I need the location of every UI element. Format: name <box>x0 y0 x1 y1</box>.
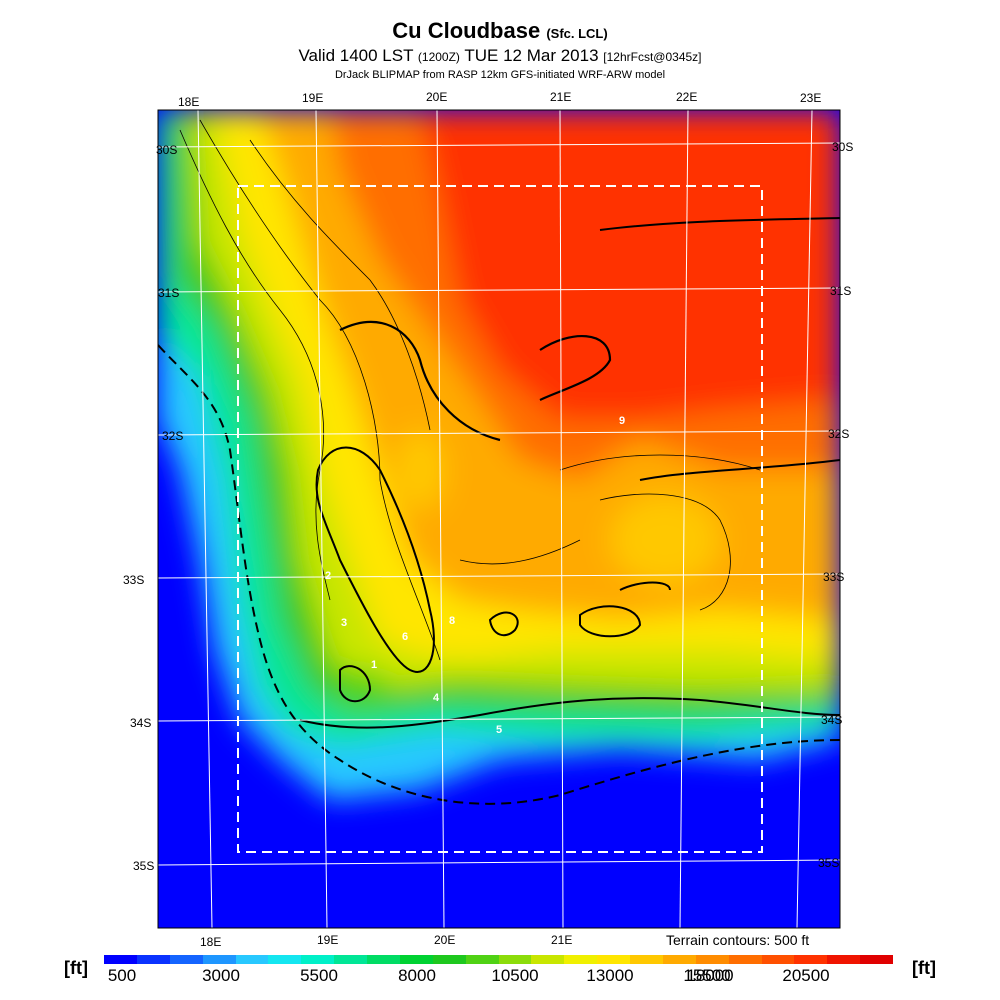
terrain-contours <box>158 119 840 805</box>
lat-label: 34S <box>130 716 151 730</box>
colorbar-swatch <box>761 955 795 964</box>
colorbar-tick: 18000 <box>686 966 734 985</box>
colorbar-tick: 13000 <box>586 966 634 985</box>
colorbar <box>104 955 893 964</box>
lon-label: 19E <box>302 91 323 105</box>
colorbar-tick: 500 <box>107 966 137 985</box>
colorbar-tick: 3000 <box>202 966 240 985</box>
colorbar-swatch <box>104 955 137 964</box>
colorbar-swatch <box>432 955 466 964</box>
colorbar-unit-right: [ft] <box>912 958 936 978</box>
colorbar-swatch <box>367 955 400 964</box>
color-field <box>158 110 840 928</box>
colorbar-swatch <box>498 955 532 964</box>
lat-label: 32S <box>828 427 849 441</box>
colorbar-tick: 8000 <box>398 966 436 985</box>
lon-label: 20E <box>426 90 447 104</box>
colorbar-tick: 15500 <box>683 966 731 985</box>
contour-labels: 9 2 3 6 8 1 4 5 <box>325 415 625 736</box>
colorbar-swatch <box>136 955 170 964</box>
colorbar-swatch <box>794 955 828 964</box>
lon-label: 18E <box>200 935 221 949</box>
colorbar-swatch <box>235 955 269 964</box>
lon-label: 21E <box>551 933 572 947</box>
lat-label: 31S <box>158 286 179 300</box>
contour-label: 1 <box>371 659 377 671</box>
lat-label: 31S <box>830 284 851 298</box>
colorbar-swatch <box>564 955 598 964</box>
colorbar-swatch <box>662 955 696 964</box>
colorbar-tick: 10500 <box>491 966 539 985</box>
plot-frame <box>157 109 841 929</box>
colorbar-tick: 20500 <box>782 966 830 985</box>
contour-label: 8 <box>449 615 455 627</box>
lon-label: 23E <box>800 91 821 105</box>
contour-label: 6 <box>402 631 408 643</box>
colorbar-swatch <box>334 955 367 964</box>
colorbar-swatch <box>597 955 630 964</box>
lon-label: 19E <box>317 933 338 947</box>
colorbar-swatch <box>728 955 762 964</box>
valid-time: Valid 1400 LST (1200Z) TUE 12 Mar 2013 [… <box>298 46 702 65</box>
latitude-labels-left: 30S 31S 32S 33S 34S 35S <box>123 143 183 873</box>
terrain-note: Terrain contours: 500 ft <box>666 932 810 948</box>
colorbar-unit-left: [ft] <box>64 958 88 978</box>
contour-label: 2 <box>325 570 331 582</box>
colorbar-swatch <box>169 955 203 964</box>
colorbar-swatch <box>399 955 433 964</box>
longitude-labels-bottom: 18E 19E 20E 21E <box>200 933 572 949</box>
longitude-labels-top: 18E 19E 20E 21E 22E 23E <box>178 90 821 109</box>
colorbar-swatch <box>695 955 729 964</box>
model-description: DrJack BLIPMAP from RASP 12km GFS-initia… <box>334 69 666 81</box>
colorbar-swatch <box>202 955 236 964</box>
colorbar-swatch <box>531 955 565 964</box>
contour-label: 3 <box>341 617 347 629</box>
lon-label: 20E <box>434 933 455 947</box>
lon-label: 22E <box>676 90 697 104</box>
colorbar-swatch <box>827 955 861 964</box>
chart-title: Cu Cloudbase (Sfc. LCL) <box>392 18 608 43</box>
lon-label: 21E <box>550 90 571 104</box>
colorbar-swatch <box>465 955 499 964</box>
contour-label: 9 <box>619 415 625 427</box>
lat-label: 33S <box>823 570 844 584</box>
contour-label: 5 <box>496 724 502 736</box>
lat-label: 33S <box>123 573 144 587</box>
lat-label: 34S <box>821 713 842 727</box>
colorbar-swatch <box>301 955 335 964</box>
graticule <box>157 109 841 929</box>
lat-label: 35S <box>818 856 839 870</box>
colorbar-swatch <box>268 955 302 964</box>
lat-label: 32S <box>162 429 183 443</box>
lat-label: 30S <box>156 143 177 157</box>
colorbar-swatch <box>630 955 663 964</box>
domain-boundary <box>237 185 763 853</box>
lon-label: 18E <box>178 95 199 109</box>
colorbar-tick: 5500 <box>300 966 338 985</box>
latitude-labels-right: 30S 31S 32S 33S 34S 35S <box>818 140 853 870</box>
colorbar-swatch <box>860 955 893 964</box>
lat-label: 30S <box>832 140 853 154</box>
lat-label: 35S <box>133 859 154 873</box>
contour-label: 4 <box>433 692 440 704</box>
